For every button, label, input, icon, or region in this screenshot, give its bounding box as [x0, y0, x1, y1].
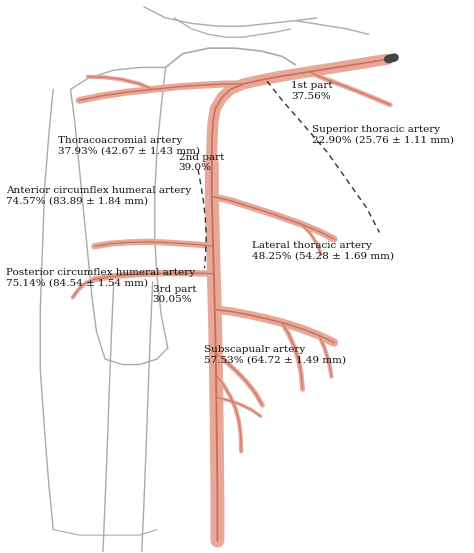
- Text: 2nd part
39.0%: 2nd part 39.0%: [179, 153, 224, 172]
- Text: Superior thoracic artery
22.90% (25.76 ± 1.11 mm): Superior thoracic artery 22.90% (25.76 ±…: [312, 125, 455, 144]
- Text: Anterior circumflex humeral artery
74.57% (83.89 ± 1.84 mm): Anterior circumflex humeral artery 74.57…: [6, 186, 191, 205]
- Text: Lateral thoracic artery
48.25% (54.28 ± 1.69 mm): Lateral thoracic artery 48.25% (54.28 ± …: [252, 241, 394, 260]
- Text: Posterior circumflex humeral artery
75.14% (84.54 ± 1.54 mm): Posterior circumflex humeral artery 75.1…: [6, 268, 195, 288]
- Text: 1st part
37.56%: 1st part 37.56%: [291, 81, 332, 101]
- Text: 3rd part
30.05%: 3rd part 30.05%: [153, 285, 196, 304]
- Text: Subscapualr artery
57.53% (64.72 ± 1.49 mm): Subscapualr artery 57.53% (64.72 ± 1.49 …: [204, 345, 346, 364]
- Text: Thoracoacromial artery
37.93% (42.67 ± 1.43 mm): Thoracoacromial artery 37.93% (42.67 ± 1…: [57, 136, 200, 155]
